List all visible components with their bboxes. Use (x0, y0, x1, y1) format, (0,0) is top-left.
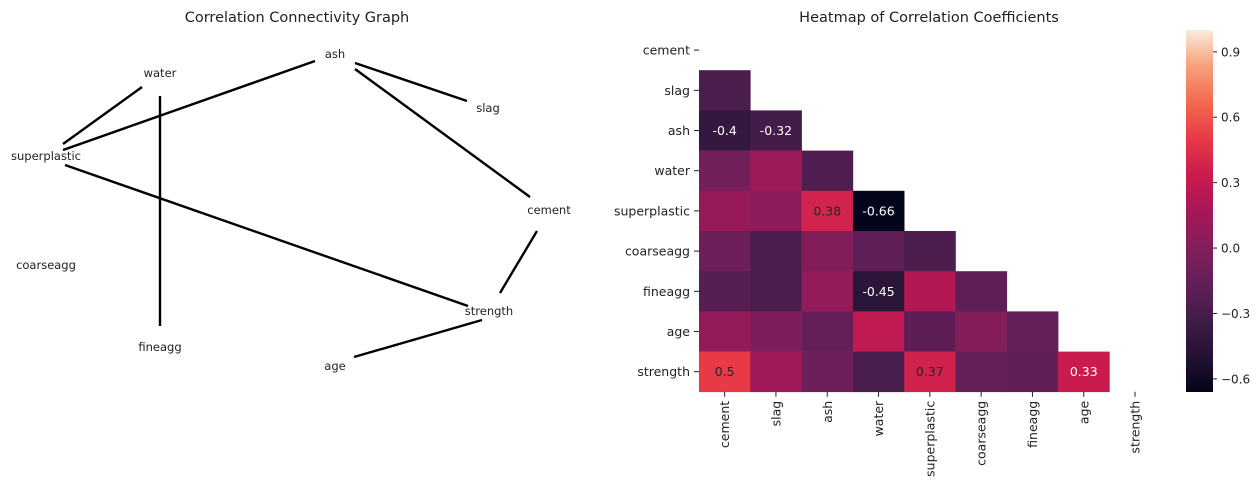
colorbar-tick-label: −0.6 (1221, 372, 1250, 386)
node-ash: ash (325, 47, 345, 61)
cell-fineagg-superplastic (904, 271, 956, 312)
cell-age-superplastic (904, 311, 956, 352)
cell-superplastic-water (852, 190, 905, 232)
x-tick-ash: ash (820, 401, 835, 423)
y-tick-superplastic: superplastic (614, 203, 690, 218)
cell-annotation: -0.32 (760, 123, 792, 138)
cell-superplastic-cement (699, 190, 751, 232)
colorbar-tick-label: 0.9 (1221, 45, 1240, 59)
cell-superplastic-slag (750, 190, 802, 232)
x-tick-cement: cement (717, 401, 732, 448)
y-tick-age: age (667, 324, 691, 339)
heatmap-title: Heatmap of Correlation Coefficients (799, 10, 1059, 26)
cell-fineagg-water (852, 271, 905, 312)
node-water: water (144, 66, 177, 80)
cell-water-slag (750, 150, 802, 192)
colorbar-tick-label: 0.0 (1221, 242, 1240, 256)
y-tick-slag: slag (664, 83, 690, 98)
cell-annotation: -0.45 (862, 284, 894, 299)
edge-ash-cement (354, 68, 531, 198)
colorbar-tick-label: −0.3 (1221, 307, 1250, 321)
heatmap-y-ticks: cement slag ash water superplastic coarseagg f… (614, 43, 699, 379)
node-superplastic: superplastic (11, 149, 81, 163)
cell-annotation: 0.37 (916, 364, 944, 379)
y-tick-ash: ash (668, 123, 690, 138)
y-tick-strength: strength (637, 364, 690, 379)
colorbar-tick-label: 0.3 (1221, 176, 1240, 190)
cell-fineagg-ash (801, 271, 854, 312)
x-tick-age: age (1076, 401, 1091, 425)
cell-superplastic-ash (801, 190, 854, 232)
x-tick-strength: strength (1128, 401, 1143, 454)
y-tick-cement: cement (643, 43, 690, 58)
cell-fineagg-coarseagg (955, 271, 1008, 312)
cell-coarseagg-superplastic (904, 231, 956, 272)
graph-nodes: water ash slag superplastic cement coarseagg s… (11, 47, 571, 373)
cell-coarseagg-slag (750, 231, 802, 272)
cell-fineagg-cement (699, 271, 751, 312)
heatmap-x-ticks: cement slag ash water superplastic coarseagg f… (717, 391, 1143, 477)
cell-age-water (852, 311, 905, 352)
cell-coarseagg-cement (699, 231, 751, 272)
edge-ash-slag (354, 61, 468, 103)
node-slag: slag (476, 101, 500, 115)
cell-water-cement (699, 150, 751, 192)
x-tick-superplastic: superplastic (922, 401, 937, 477)
cell-strength-fineagg (1006, 351, 1059, 393)
x-tick-slag: slag (768, 401, 783, 427)
cell-strength-ash (801, 351, 854, 393)
cell-ash-cement (699, 110, 751, 151)
colorbar-tick-label: 0.6 (1221, 111, 1240, 125)
x-tick-coarseagg: coarseagg (974, 401, 989, 466)
cell-strength-age (1058, 351, 1110, 393)
cell-annotation: 0.38 (813, 203, 841, 218)
cell-age-ash (801, 311, 854, 352)
cell-coarseagg-ash (801, 231, 854, 272)
colorbar: −0.6 −0.3 0.0 0.3 0.6 0.9 (1186, 30, 1250, 392)
node-age: age (324, 359, 345, 373)
node-fineagg: fineagg (138, 340, 181, 354)
cell-annotation: -0.66 (862, 203, 894, 218)
cell-ash-slag (750, 110, 802, 151)
cell-age-fineagg (1006, 311, 1059, 352)
colorbar-gradient (1186, 30, 1213, 392)
colorbar-ticks: −0.6 −0.3 0.0 0.3 0.6 0.9 (1213, 45, 1250, 386)
graph-edges (62, 59, 539, 359)
cell-water-ash (801, 150, 854, 192)
heatmap-panel: Heatmap of Correlation Coefficients -0.4… (614, 10, 1250, 477)
x-tick-water: water (871, 400, 886, 436)
edge-ash-superplastic (62, 59, 316, 152)
edge-cement-strength (498, 230, 539, 294)
y-tick-coarseagg: coarseagg (625, 244, 690, 259)
cell-age-slag (750, 311, 802, 352)
cell-age-cement (699, 311, 751, 352)
node-strength: strength (465, 304, 513, 318)
edge-superplastic-strength (64, 163, 469, 308)
y-tick-water: water (654, 163, 690, 178)
cell-annotation: 0.5 (715, 364, 735, 379)
cell-strength-water (852, 351, 905, 393)
cell-annotation: -0.4 (712, 123, 736, 138)
cell-strength-superplastic (904, 351, 956, 393)
cell-annotation: 0.33 (1070, 364, 1098, 379)
x-tick-fineagg: fineagg (1025, 401, 1040, 448)
cell-fineagg-slag (750, 271, 802, 312)
cell-slag-cement (699, 70, 751, 111)
y-tick-fineagg: fineagg (643, 284, 690, 299)
graph-panel: Correlation Connectivity Graph water ash s… (11, 10, 571, 373)
graph-title: Correlation Connectivity Graph (185, 10, 410, 26)
heatmap-cells (699, 70, 1110, 393)
node-coarseagg: coarseagg (16, 258, 76, 272)
cell-strength-coarseagg (955, 351, 1008, 393)
edge-water-superplastic (62, 86, 143, 145)
cell-strength-slag (750, 351, 802, 393)
cell-age-coarseagg (955, 311, 1008, 352)
node-cement: cement (527, 203, 571, 217)
edge-strength-age (353, 318, 483, 359)
heatmap-annotations: -0.4 -0.32 0.38 -0.66 -0.45 0.5 0.37 0.33 (712, 123, 1097, 379)
cell-coarseagg-water (852, 231, 905, 272)
cell-strength-cement (699, 351, 751, 393)
